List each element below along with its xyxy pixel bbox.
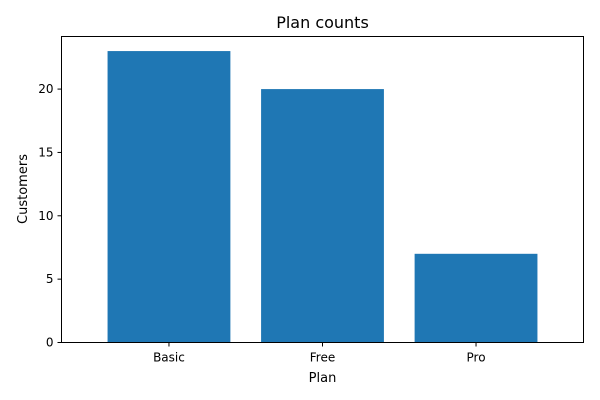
bar-pro [414, 253, 538, 343]
x-tick-label: Free [310, 351, 335, 365]
x-axis-label: Plan [309, 371, 337, 386]
y-axis-label: Customers [16, 154, 31, 224]
x-axis-ticks: Basic Free Pro [153, 342, 486, 365]
y-tick-label: 0 [46, 336, 54, 350]
chart-title: Plan counts [276, 13, 369, 32]
y-tick-label: 15 [38, 145, 53, 159]
y-tick-label: 20 [38, 82, 53, 96]
x-tick-label: Pro [467, 351, 486, 365]
y-tick-label: 5 [46, 272, 54, 286]
bars-group [107, 51, 538, 343]
y-axis-ticks: 0 5 10 15 20 [38, 82, 62, 350]
bar-basic [107, 51, 231, 343]
y-tick-label: 10 [38, 209, 53, 223]
bar-free [261, 89, 384, 343]
x-tick-label: Basic [153, 351, 185, 365]
plot-frame [61, 36, 584, 343]
